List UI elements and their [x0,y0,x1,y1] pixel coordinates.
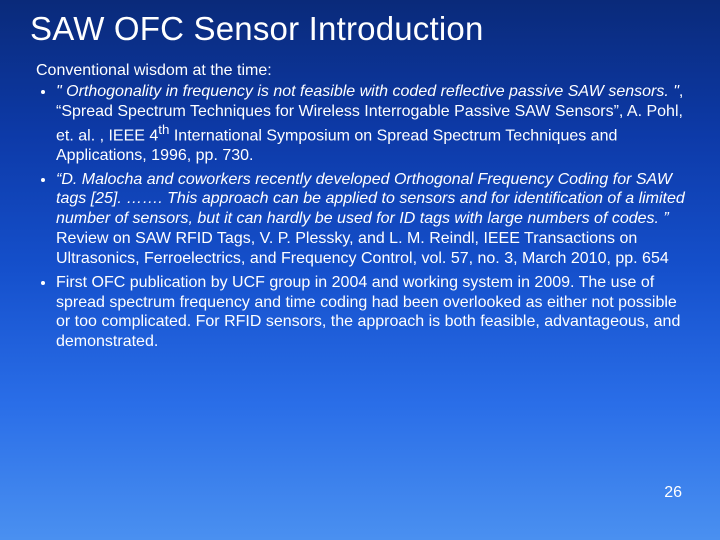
bullet-1-sup: th [158,122,169,137]
page-number: 26 [664,484,682,502]
intro-line: Conventional wisdom at the time: [36,62,690,80]
slide-title: SAW OFC Sensor Introduction [30,10,690,48]
slide: SAW OFC Sensor Introduction Conventional… [0,0,720,540]
bullet-3-rest: First OFC publication by UCF group in 20… [56,274,680,350]
bullet-list: " Orthogonality in frequency is not feas… [36,82,690,352]
bullet-3: First OFC publication by UCF group in 20… [56,273,690,352]
bullet-2-rest: Review on SAW RFID Tags, V. P. Plessky, … [56,230,669,267]
bullet-1-quote: " Orthogonality in frequency is not feas… [56,83,679,100]
bullet-2: “D. Malocha and coworkers recently devel… [56,170,690,269]
bullet-2-quote: “D. Malocha and coworkers recently devel… [56,171,685,228]
bullet-1: " Orthogonality in frequency is not feas… [56,82,690,166]
